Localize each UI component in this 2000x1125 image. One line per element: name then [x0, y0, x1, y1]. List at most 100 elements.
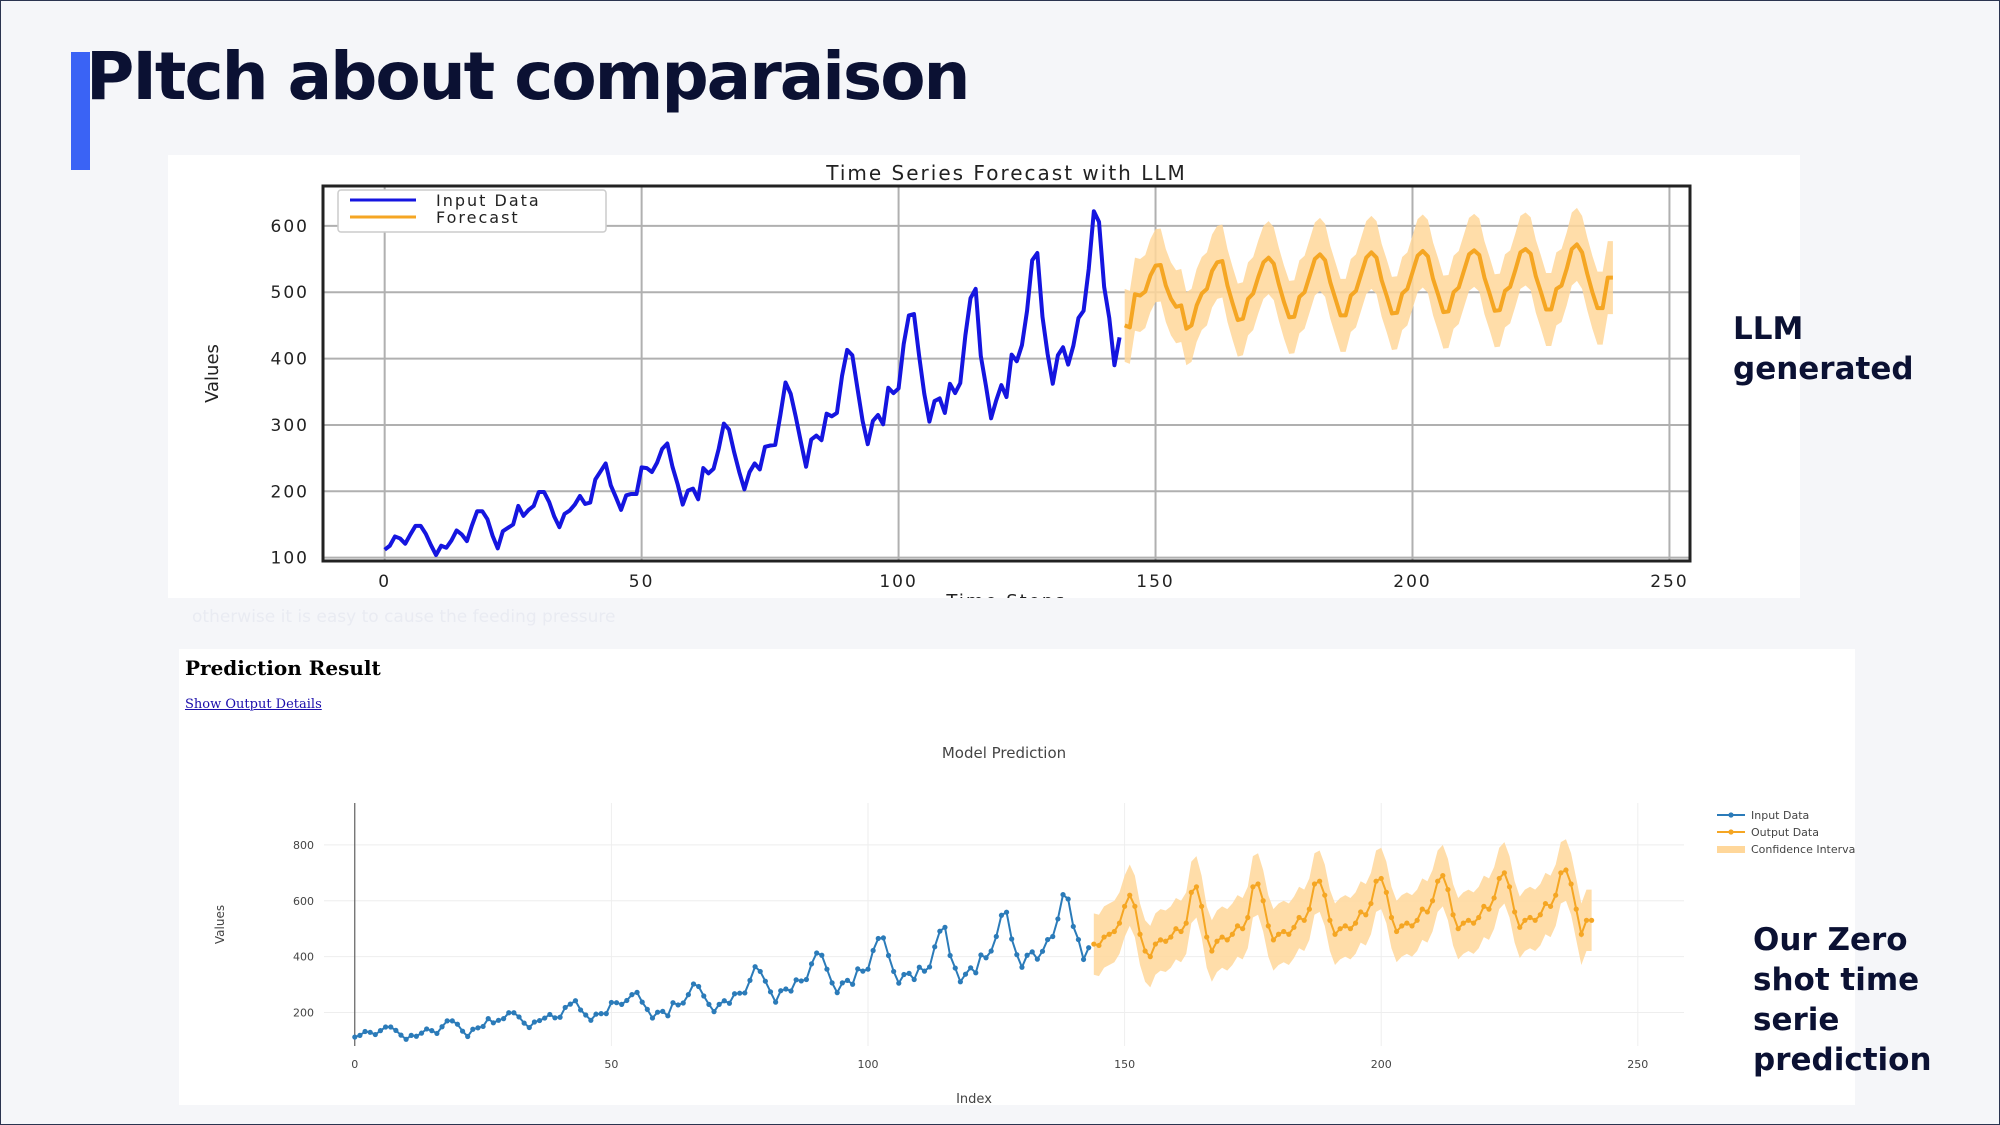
input-data-point — [819, 952, 825, 958]
input-data-point — [875, 935, 881, 942]
output-data-point — [1188, 889, 1194, 895]
input-data-point — [947, 952, 953, 959]
input-data-point — [891, 968, 897, 975]
input-data-point — [911, 976, 917, 983]
input-data-point — [352, 1034, 358, 1040]
output-data-point — [1281, 928, 1287, 935]
output-data-point — [1542, 900, 1549, 907]
input-data-point — [388, 1024, 394, 1030]
output-data-point — [1358, 909, 1364, 915]
input-data-point — [788, 988, 794, 994]
output-data-point — [1409, 923, 1415, 929]
output-data-point — [1501, 870, 1507, 876]
legend-label: Output Data — [1751, 826, 1819, 839]
input-data-point — [572, 998, 579, 1004]
input-data-point — [526, 1024, 532, 1031]
input-data-point — [608, 999, 614, 1006]
output-data-point — [1388, 914, 1395, 921]
x-axis-label: Index — [956, 1092, 992, 1105]
input-data-point — [901, 971, 907, 978]
output-data-point — [1553, 892, 1559, 898]
input-data-point — [393, 1027, 399, 1033]
show-output-details-link[interactable]: Show Output Details — [185, 697, 322, 712]
input-data-point — [536, 1017, 543, 1024]
input-data-point — [598, 1011, 604, 1017]
input-data-point — [562, 1004, 568, 1011]
input-data-point — [860, 968, 866, 974]
output-data-point — [1455, 926, 1461, 932]
input-data-point — [1065, 896, 1071, 902]
input-data-point — [516, 1014, 522, 1020]
output-data-point — [1317, 878, 1323, 884]
output-data-point — [1173, 926, 1179, 932]
output-data-point — [1245, 914, 1251, 921]
prediction-result-heading: Prediction Result — [185, 656, 381, 680]
output-data-point — [1214, 938, 1220, 944]
llm-chart-panel: Time Series Forecast with LLM 0 50 100 150 20… — [168, 155, 1800, 612]
input-data-point — [495, 1017, 502, 1023]
legend-label: Confidence Interval — [1751, 843, 1855, 856]
output-data-point — [1296, 914, 1302, 921]
input-data-point — [814, 950, 820, 956]
input-data-line — [383, 209, 1122, 558]
output-data-point — [1337, 926, 1343, 932]
input-data-point — [973, 970, 979, 976]
input-data-point — [593, 1011, 599, 1017]
input-data-point — [978, 952, 984, 958]
input-data-point — [465, 1033, 471, 1040]
output-data-point — [1311, 881, 1318, 887]
output-data-point — [1527, 914, 1533, 921]
input-data-point — [726, 1000, 733, 1006]
x-tick-label: 200 — [1393, 572, 1431, 592]
y-tick-label: 600 — [271, 217, 309, 237]
output-data-point — [1435, 878, 1441, 884]
input-data-point — [757, 968, 763, 975]
output-data-point — [1193, 884, 1200, 890]
output-data-point — [1429, 898, 1436, 904]
output-data-point — [1286, 931, 1292, 937]
output-data-point — [1327, 917, 1333, 923]
output-data-point — [1240, 926, 1246, 932]
input-data-point — [1003, 909, 1010, 915]
output-data-point — [1255, 881, 1261, 887]
input-data-point — [660, 1008, 666, 1014]
output-data-point — [1404, 920, 1410, 926]
input-data-point — [752, 964, 758, 970]
output-data-point — [1342, 923, 1348, 929]
x-tick-label: 100 — [858, 1058, 879, 1071]
input-data-point — [916, 964, 922, 970]
output-data-point — [1352, 920, 1359, 926]
input-data-point — [865, 966, 871, 972]
output-data-point — [1168, 934, 1174, 940]
input-data-point — [367, 1029, 373, 1035]
input-data-point — [429, 1028, 435, 1034]
input-data-point — [649, 1015, 656, 1021]
input-data-point — [501, 1016, 507, 1022]
output-data-point — [1332, 931, 1338, 937]
input-data-point — [808, 961, 815, 967]
model-prediction-chart: Model Prediction 0 50 100 150 200 250 200 400 600… — [213, 744, 1858, 1107]
output-data-point — [1522, 917, 1528, 923]
output-data-point — [1347, 926, 1354, 932]
input-data-point — [475, 1025, 481, 1031]
input-data-point — [408, 1032, 414, 1038]
output-data-point — [1368, 900, 1374, 907]
input-data-point — [444, 1018, 450, 1024]
chart-legend: Input Data Output Data Confidence Interval — [1717, 809, 1858, 856]
input-data-point — [413, 1033, 419, 1039]
input-data-point — [654, 1009, 661, 1015]
input-data-point — [952, 965, 958, 971]
input-data-point — [896, 980, 902, 986]
input-data-point — [834, 990, 840, 996]
input-data-point — [793, 977, 799, 983]
y-tick-label: 600 — [293, 895, 314, 908]
output-data-point — [1260, 898, 1266, 904]
output-data-point — [1322, 892, 1328, 898]
input-data-point — [711, 1009, 717, 1015]
output-data-point — [1512, 909, 1518, 915]
forecast-confidence-band — [1124, 207, 1613, 366]
input-data-point — [434, 1030, 440, 1037]
x-tick-label: 150 — [1114, 1058, 1135, 1071]
input-data-point — [731, 991, 738, 997]
output-data-point — [1157, 937, 1164, 943]
